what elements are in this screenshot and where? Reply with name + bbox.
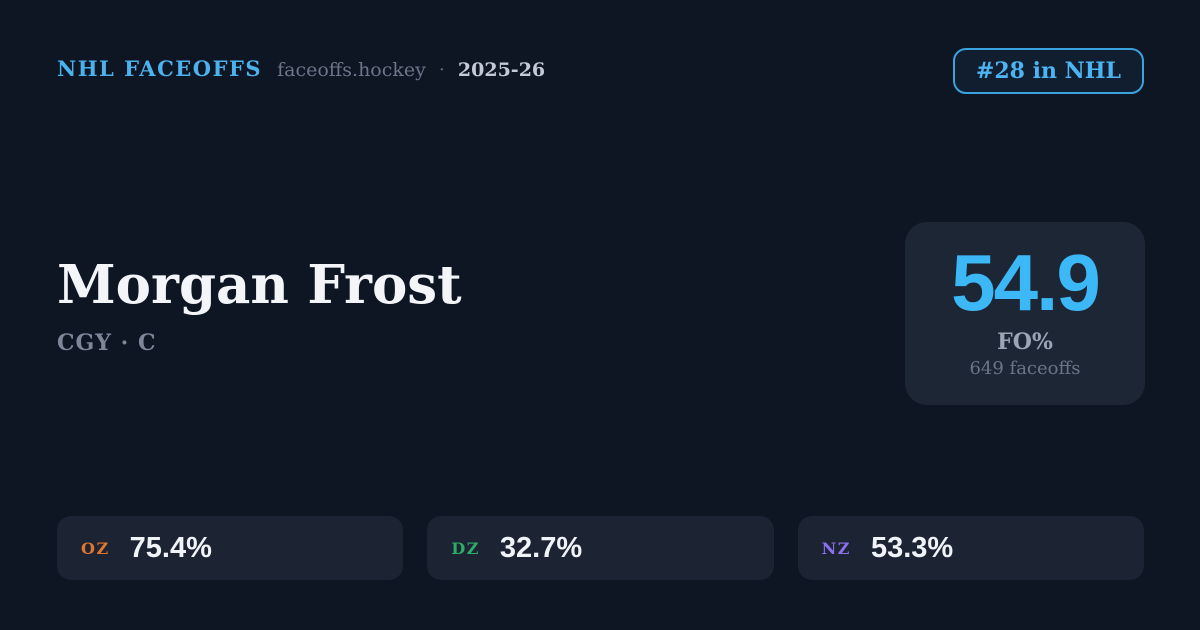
- player-block: Morgan Frost CGY · C: [57, 254, 462, 356]
- season-label: 2025-26: [457, 59, 546, 81]
- zone-value-oz: 75.4%: [129, 531, 212, 564]
- player-team-position: CGY · C: [57, 329, 157, 356]
- faceoff-percentage-label: FO%: [997, 329, 1053, 355]
- zone-pill-defensive: DZ 32.7%: [427, 516, 774, 580]
- separator-dot: ·: [438, 59, 445, 81]
- rank-badge: #28 in NHL: [952, 48, 1144, 94]
- header: NHL FACEOFFS faceoffs.hockey · 2025-26: [57, 56, 545, 81]
- zone-code-dz: DZ: [451, 538, 480, 558]
- zone-value-dz: 32.7%: [499, 531, 583, 564]
- site-domain: faceoffs.hockey: [277, 59, 426, 81]
- zone-code-nz: NZ: [821, 538, 851, 558]
- faceoff-percentage-value: 54.9: [951, 238, 1101, 327]
- zone-value-nz: 53.3%: [870, 531, 954, 564]
- zone-pill-neutral: NZ 53.3%: [797, 516, 1144, 580]
- brand-title: NHL FACEOFFS: [57, 56, 263, 81]
- faceoff-count: 649 faceoffs: [969, 358, 1081, 379]
- zone-pill-offensive: OZ 75.4%: [57, 516, 404, 580]
- player-name: Morgan Frost: [57, 254, 462, 316]
- faceoff-summary-card: 54.9 FO% 649 faceoffs: [905, 222, 1145, 405]
- zone-stats-row: OZ 75.4% DZ 32.7% NZ 53.3%: [57, 516, 1144, 580]
- zone-code-oz: OZ: [81, 538, 110, 558]
